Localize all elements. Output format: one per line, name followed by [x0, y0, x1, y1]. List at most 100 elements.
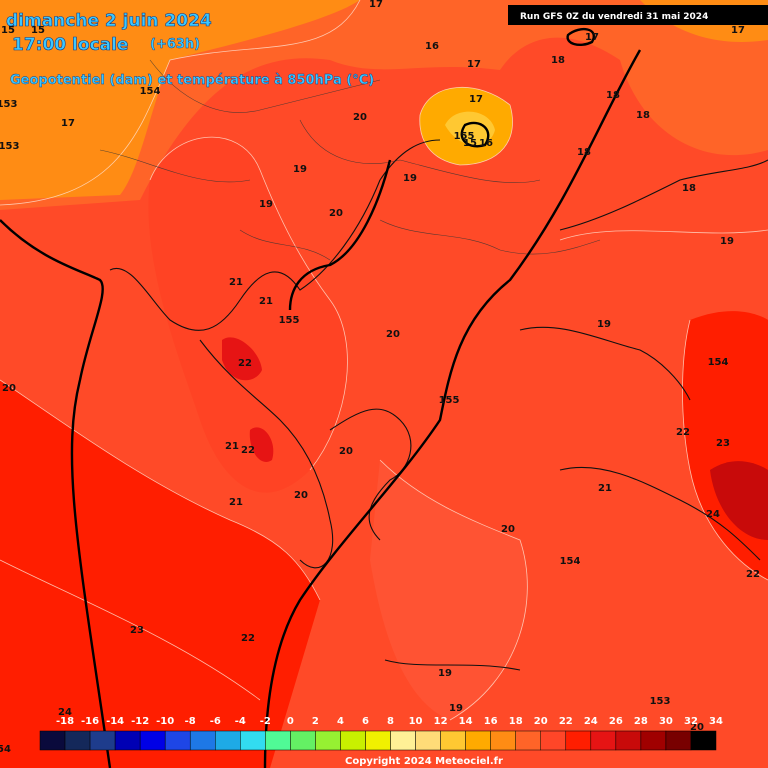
contour-label: 22 — [676, 427, 690, 438]
copyright: Copyright 2024 Meteociel.fr — [345, 756, 503, 767]
colorbar-label: 14 — [459, 716, 473, 727]
contour-label: 15 — [1, 25, 15, 36]
geopotential-lines — [0, 27, 642, 768]
contour-label: 18 — [551, 55, 565, 66]
contour-label: 19 — [449, 703, 463, 714]
contour-label: 22 — [241, 445, 255, 456]
colorbar-label: 26 — [609, 716, 623, 727]
contour-label: 21 — [598, 483, 612, 494]
field-24 — [710, 461, 768, 540]
contour-label: 17 — [469, 94, 483, 105]
contour-label: 19 — [438, 668, 452, 679]
contour-label: 18 — [606, 90, 620, 101]
contour-label: 20 — [339, 446, 353, 457]
contour-label: 18 — [577, 147, 591, 158]
colorbar-cell — [139, 730, 166, 751]
contour-label: 155 — [454, 131, 475, 142]
colorbar-cell — [490, 730, 516, 751]
contour-label: 15 — [31, 25, 45, 36]
isotherms — [0, 0, 768, 721]
colorbar-label: -8 — [185, 716, 196, 727]
contour-label: 18 — [682, 183, 696, 194]
colorbar-cell — [690, 730, 717, 751]
colorbar-label: -12 — [131, 716, 149, 727]
colorbar-cell — [164, 730, 191, 751]
colorbar-cell — [189, 730, 216, 751]
contour-label: 19 — [259, 199, 273, 210]
contour-label: 20 — [386, 329, 400, 340]
colorbar-cell — [665, 730, 692, 751]
colorbar-label: 18 — [509, 716, 523, 727]
borders — [99, 59, 601, 261]
colorbar-cell — [615, 730, 642, 751]
colorbar-label: -6 — [210, 716, 221, 727]
field-22-pocket — [222, 337, 262, 381]
colorbar-label: 0 — [287, 716, 294, 727]
field-20-w — [148, 137, 348, 493]
contour-label: 154 — [708, 357, 729, 368]
contour-label: 24 — [58, 707, 72, 718]
colorbar-cell — [39, 730, 66, 751]
contour-label: 20 — [294, 490, 308, 501]
contour-label: 154 — [560, 556, 581, 567]
colorbar-label: 2 — [312, 716, 319, 727]
colorbar-label: 28 — [634, 716, 648, 727]
colorbar-label: 34 — [709, 716, 723, 727]
contour-label: 22 — [746, 569, 760, 580]
colorbar-cell — [590, 730, 617, 751]
contour-label: 20 — [353, 112, 367, 123]
contour-label: 155 — [279, 315, 300, 326]
colorbar-label: -2 — [260, 716, 271, 727]
contour-label: 19 — [293, 164, 307, 175]
colorbar-label: 20 — [534, 716, 548, 727]
title-time: 17:00 locale — [12, 35, 128, 55]
colorbar-label: 16 — [484, 716, 498, 727]
contour-label: 20 — [690, 722, 704, 733]
coastlines — [109, 139, 768, 671]
contour-label: 16 — [479, 138, 493, 149]
contour-label: 19 — [720, 236, 734, 247]
colorbar-cell — [290, 730, 316, 751]
colorbar-label: 32 — [684, 716, 698, 727]
colorbar-cell — [340, 730, 366, 751]
colorbar-cell — [565, 730, 592, 751]
contour-label: 24 — [706, 509, 720, 520]
colorbar: -18 -16 -14 -12 -10 -8 -6 -4 -2 0 2 4 6 8 10 12 14 16 18 20… — [39, 716, 723, 751]
colorbar-cell — [215, 730, 241, 751]
colorbar-label: 30 — [659, 716, 673, 727]
contour-label: 22 — [238, 358, 252, 369]
contour-label: 21 — [229, 497, 243, 508]
contour-label: 17 — [369, 0, 383, 10]
colorbar-cell — [365, 730, 391, 751]
contour-label: 17 — [731, 25, 745, 36]
colorbar-cell — [315, 730, 341, 751]
colorbar-label: 12 — [434, 716, 448, 727]
contour-label: 18 — [636, 110, 650, 121]
contour-label: 21 — [259, 296, 273, 307]
run-box — [508, 5, 768, 25]
colorbar-label: -4 — [235, 716, 246, 727]
contour-label: 21 — [229, 277, 243, 288]
colorbar-cell — [540, 730, 567, 751]
contour-label: 153 — [650, 696, 671, 707]
colorbar-cell — [64, 730, 91, 751]
colorbar-cell — [440, 730, 466, 751]
colorbar-label: 6 — [362, 716, 369, 727]
contour-label: 17 — [61, 118, 75, 129]
colorbar-cell — [114, 730, 141, 751]
field-14 — [445, 111, 495, 146]
contour-label: 17 — [585, 32, 599, 43]
contour-label: 17 — [467, 59, 481, 70]
contour-label: 155 — [439, 395, 460, 406]
contour-label: 20 — [329, 208, 343, 219]
contour-label: 154 — [140, 86, 161, 97]
title-date: dimanche 2 juin 2024 — [6, 11, 212, 31]
colorbar-cell — [465, 730, 491, 751]
colorbar-label: 22 — [559, 716, 573, 727]
field-22-pocket2 — [249, 427, 274, 462]
contour-label: 23 — [716, 438, 730, 449]
title-lead: (+63h) — [150, 37, 200, 52]
run-info: Run GFS 0Z du vendredi 31 mai 2024 — [520, 12, 708, 22]
colorbar-label: 24 — [584, 716, 598, 727]
